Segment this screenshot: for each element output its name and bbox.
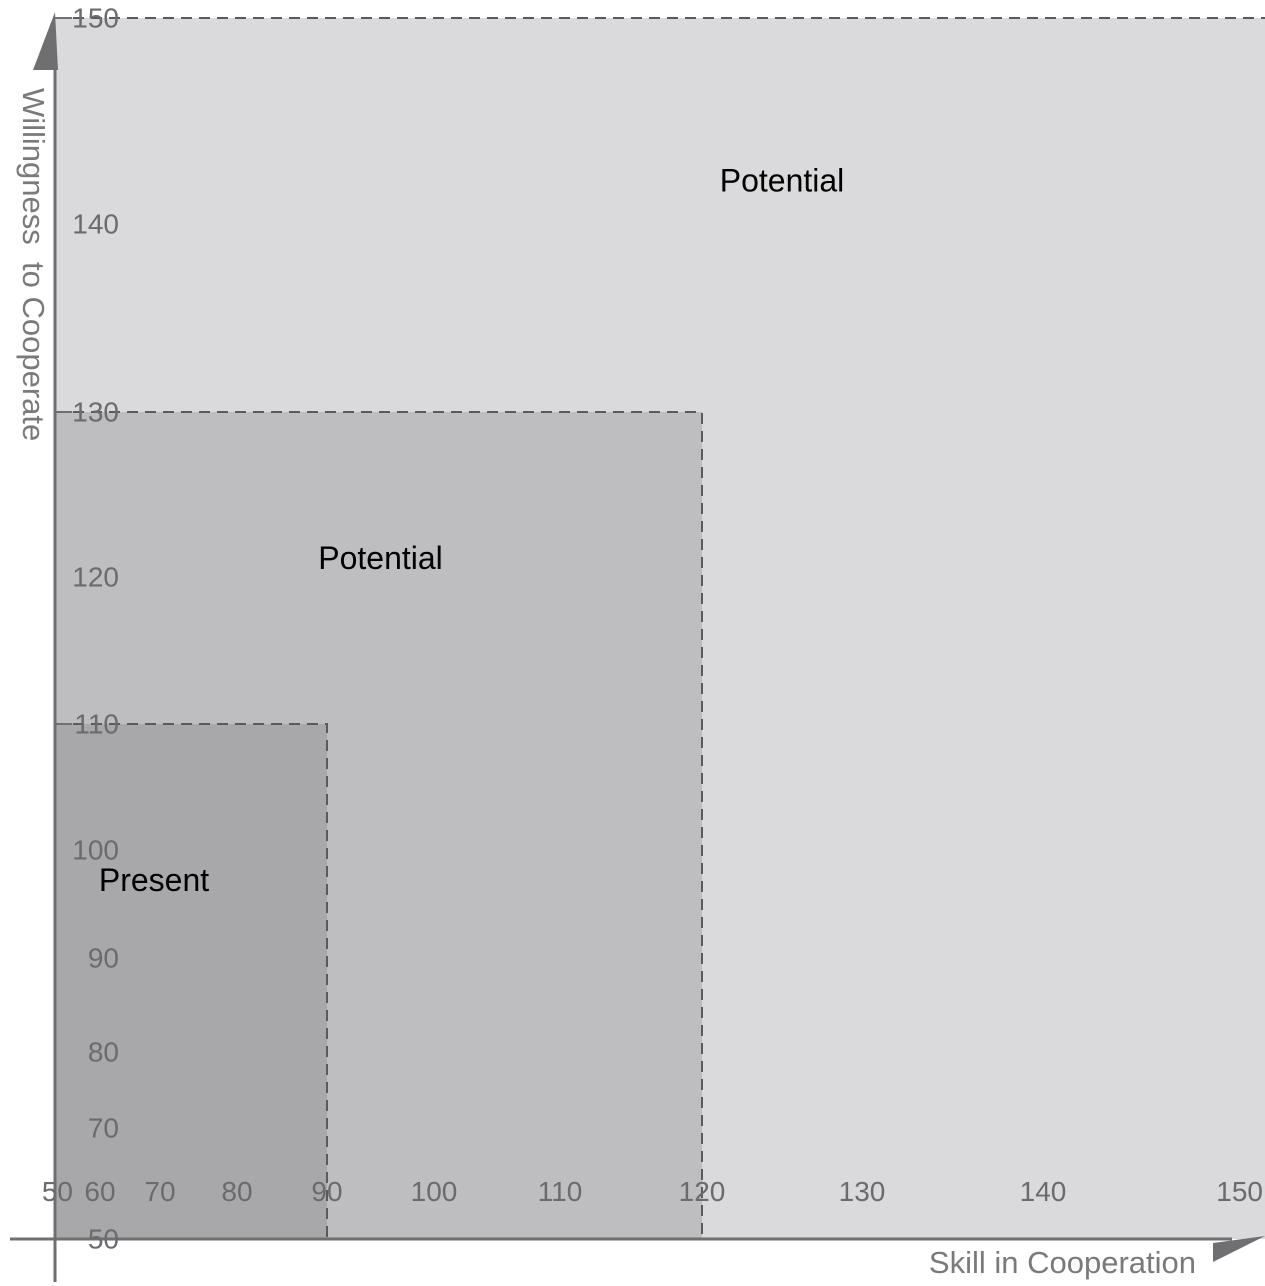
x-tick-label: 80: [221, 1176, 252, 1207]
x-axis-title: Skill in Cooperation: [929, 1245, 1196, 1280]
region-2-boundary: [55, 411, 703, 1239]
x-tick-label: 140: [1020, 1176, 1067, 1207]
x-tick-label: 100: [411, 1176, 458, 1207]
regions-layer: Potential Potential Present: [55, 17, 1265, 1239]
y-tick-label: 130: [72, 397, 119, 428]
y-tick-label: 120: [72, 562, 119, 593]
x-tick-label: 120: [679, 1176, 726, 1207]
y-axis-title: Willingness to Cooperate: [16, 88, 51, 441]
x-axis-arrowhead: [1213, 1236, 1265, 1262]
y-tick-label: 50: [88, 1224, 119, 1255]
axes-layer: [10, 12, 1265, 1282]
x-tick-label: 130: [839, 1176, 886, 1207]
x-tick-label: 90: [311, 1176, 342, 1207]
region-label-1: Potential: [720, 162, 845, 198]
y-tick-labels: 50 70 80 90 100 110 120 130 140 150: [55, 3, 119, 1255]
x-tick-labels: 50 60 70 80 90 100 110 120 130 140 150: [42, 1176, 1263, 1207]
region-3-boundary: [55, 723, 328, 1239]
region-3: [55, 724, 327, 1239]
x-tick-label: 110: [538, 1176, 583, 1207]
x-tick-label: 50: [42, 1176, 73, 1207]
y-tick-label: 100: [72, 835, 119, 866]
y-tick-label: 90: [88, 943, 119, 974]
y-axis-arrowhead: [33, 12, 58, 70]
y-tick-label: 70: [88, 1113, 119, 1144]
x-tick-label: 70: [144, 1176, 175, 1207]
x-tick-label: 150: [1216, 1176, 1263, 1207]
y-tick-label: 110: [74, 709, 119, 740]
region-label-3: Present: [99, 862, 209, 898]
x-tick-label: 60: [84, 1176, 115, 1207]
y-tick-label: 140: [72, 209, 119, 240]
y-tick-label: 150: [72, 3, 119, 34]
region-label-2: Potential: [318, 540, 443, 576]
y-tick-label: 80: [88, 1037, 119, 1068]
